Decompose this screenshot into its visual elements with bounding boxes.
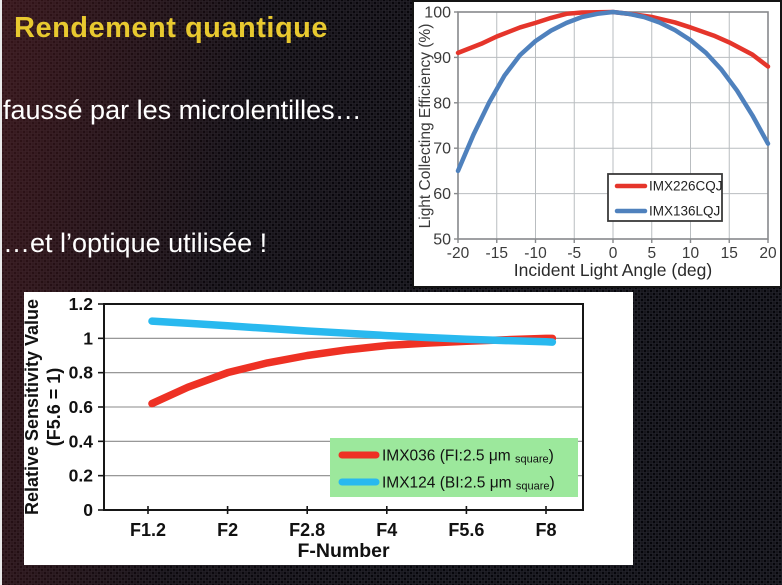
y-tick-label: 80 <box>433 95 451 112</box>
x-axis-title: F-Number <box>297 540 389 562</box>
x-tick-label: 20 <box>759 245 777 262</box>
y-tick-label: 1 <box>83 328 93 348</box>
f-number-chart: 0 0.2 0.4 0.6 0.8 1 1.2 F1.2 F2 F2.8 F4 F5.6 F8 F-Num… <box>24 294 584 562</box>
legend-label: IMX226CQJ <box>649 179 723 194</box>
legend-box <box>607 173 723 222</box>
series-line-IMX136LQJ <box>455 9 771 174</box>
incident-angle-chart: -20 -15 -10 -5 0 5 10 15 20 50 60 70 80 90 100 Incident… <box>417 5 777 281</box>
y-tick-label: 50 <box>433 232 451 249</box>
x-tick-label: 5 <box>647 245 656 262</box>
y-tick-label: 0 <box>83 500 93 520</box>
y-tick-label: 0.8 <box>69 363 94 383</box>
x-tick-label: 15 <box>721 245 738 262</box>
x-tick-label: -20 <box>447 245 470 262</box>
y-tick-label: 100 <box>424 5 451 22</box>
y-tick-label: 0.4 <box>69 431 94 451</box>
legend-label: IMX124 (BI:2.5 μm square) <box>382 475 555 493</box>
y-tick-label: 0.6 <box>69 397 94 417</box>
y-tick-label: 60 <box>433 186 451 203</box>
relative-sensitivity-chart-panel: 0 0.2 0.4 0.6 0.8 1 1.2 F1.2 F2 F2.8 F4 F5.6 F8 F-Num… <box>24 292 633 565</box>
y-tick-label: 70 <box>433 141 451 158</box>
legend-label: IMX136LQJ <box>649 204 720 219</box>
caption-microlenses: faussé par les microlentilles… <box>3 95 362 125</box>
series-line-IMX036 (FI:2.5 μm square) <box>148 334 557 408</box>
page-title: Rendement quantique <box>14 12 329 44</box>
x-tick-label: F4 <box>376 520 397 540</box>
x-tick-label: -5 <box>567 245 581 262</box>
series-line-IMX124 (BI:2.5 μm square) <box>148 317 557 346</box>
y-axis-title: Light Collecting Efficiency (%) <box>417 24 434 229</box>
light-collecting-efficiency-chart-panel: -20 -15 -10 -5 0 5 10 15 20 50 60 70 80 90 100 Incident… <box>412 0 782 288</box>
y-tick-label: 1.2 <box>69 294 94 314</box>
x-tick-label: -10 <box>524 245 547 262</box>
x-tick-label: -15 <box>486 245 508 262</box>
y-axis-title: Relative Sensitivity Value (F5.6 = 1) <box>24 299 64 515</box>
y-tick-label: 90 <box>433 50 451 67</box>
left-edge-strip <box>0 0 2 585</box>
x-tick-label: F5.6 <box>448 520 484 540</box>
caption-optics: …et l’optique utilisée ! <box>3 228 268 258</box>
x-tick-label: 0 <box>609 245 618 262</box>
legend-box <box>330 438 578 497</box>
x-tick-label: F2.8 <box>289 520 325 540</box>
x-tick-label: F8 <box>535 520 556 540</box>
x-tick-label: F1.2 <box>130 520 166 540</box>
x-axis-title: Incident Light Angle (deg) <box>514 260 712 280</box>
y-tick-label: 0.2 <box>69 466 94 486</box>
x-tick-label: F2 <box>217 520 238 540</box>
x-tick-label: 10 <box>682 245 700 262</box>
legend-label: IMX036 (FI:2.5 μm square) <box>382 448 554 466</box>
